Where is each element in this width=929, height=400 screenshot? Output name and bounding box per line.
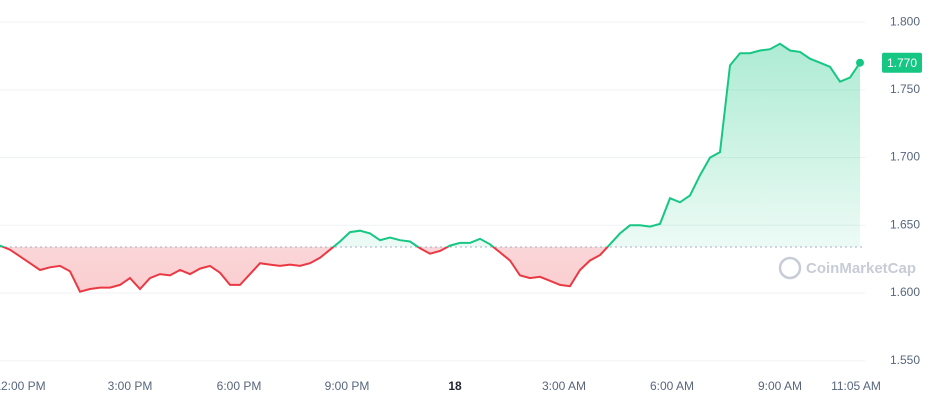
x-tick-label: 9:00 PM	[325, 379, 370, 393]
x-tick-label: 3:00 PM	[108, 379, 153, 393]
price-tag	[882, 52, 922, 73]
x-tick-label: 6:00 PM	[217, 379, 262, 393]
line-down	[0, 246, 609, 293]
x-tick-label: 3:00 AM	[542, 379, 586, 393]
area-up	[0, 43, 860, 247]
x-tick-label: 9:00 AM	[758, 379, 802, 393]
last-point	[856, 58, 864, 67]
x-tick-label: 11:05 AM	[831, 379, 881, 393]
line-up	[0, 42, 861, 247]
y-tick-label: 1.550	[890, 353, 920, 367]
x-tick-label: 6:00 AM	[650, 379, 694, 393]
y-tick-label: 1.700	[890, 150, 920, 164]
watermark-logo	[778, 256, 802, 280]
y-tick-label: 1.750	[890, 82, 920, 96]
y-tick-label: 1.800	[890, 14, 920, 28]
area-down	[3, 246, 608, 292]
watermark: CoinMarketCap	[778, 256, 916, 280]
price-tag-label: 1.770	[887, 56, 917, 70]
x-tick-label: 12:00 PM	[0, 379, 46, 393]
watermark-text: CoinMarketCap	[806, 260, 916, 277]
y-tick-label: 1.650	[890, 217, 920, 231]
x-tick-label: 18	[448, 379, 462, 393]
y-tick-label: 1.600	[890, 285, 920, 299]
